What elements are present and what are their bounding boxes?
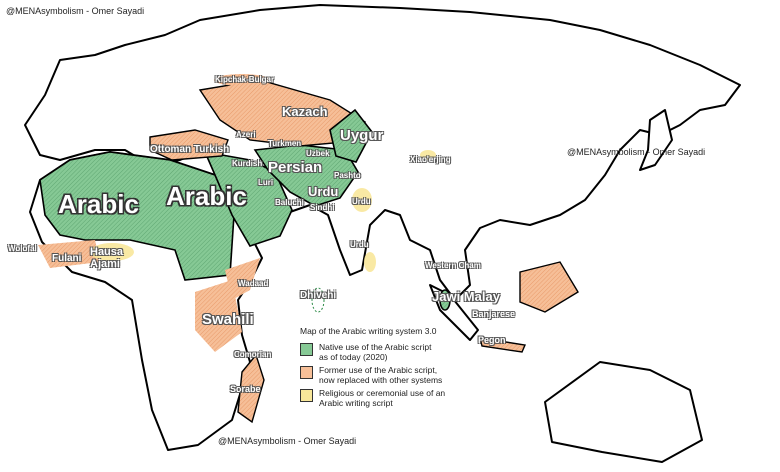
australia (544, 361, 703, 463)
region-kipchak (214, 74, 270, 86)
region-jawi (439, 289, 451, 311)
label-arabic-africa: Arabic (58, 189, 139, 219)
label-pegon: Pegon (478, 335, 506, 345)
label-dhivehi: Dhivehi (300, 290, 337, 301)
label-persian: Persian (268, 159, 323, 176)
label-fulani: Fulani (52, 253, 82, 264)
legend-swatch-green (300, 343, 313, 356)
region-hausa (90, 243, 134, 261)
region-persian (253, 144, 359, 207)
region-arabia (203, 150, 293, 247)
label-ottoman: Ottoman Turkish (150, 144, 230, 155)
region-swahili (195, 280, 242, 352)
region-fulani (38, 240, 100, 268)
watermark: @MENAsymbolism - Omer Sayadi (6, 6, 145, 16)
label-hausa: Hausa Ajami (90, 246, 124, 270)
label-sindhi: Sindhi (310, 203, 335, 212)
legend-label: Religious or ceremonial use of an (319, 388, 446, 398)
legend-swatch-yellow (300, 389, 313, 402)
legend-title: Map of the Arabic writing system 3.0 (300, 326, 437, 336)
region-urdu-india (352, 188, 372, 212)
label-kipchak: Kipchak-Bulgar (215, 75, 275, 84)
legend-swatch-orange (300, 366, 313, 379)
label-cham: Western Cham (425, 261, 481, 270)
borneo (519, 261, 579, 313)
label-urdu-india: Urdu (352, 197, 371, 206)
label-kurdish: Kurdish (232, 159, 263, 168)
label-swahili: Swahili (202, 311, 254, 328)
label-wadaad: Wadaad (238, 279, 269, 288)
label-urdu-south: Urdu (350, 240, 369, 249)
legend-label: as of today (2020) (319, 352, 388, 362)
region-xiaoerjing (420, 150, 436, 160)
label-baluchi: Baluchi (275, 198, 304, 207)
legend-label: Native use of the Arabic script (319, 342, 432, 352)
label-arabic-asia: Arabic (166, 181, 247, 211)
label-luri: Luri (258, 178, 274, 187)
label-comorian: Comorian (234, 350, 272, 359)
legend-label: Former use of the Arabic script, (319, 365, 438, 375)
region-uygur (329, 108, 373, 163)
label-kazach: Kazach (282, 104, 328, 119)
legend-label: now replaced with other systems (319, 375, 443, 385)
region-dhivehi (311, 287, 325, 313)
legend-item-former: Former use of the Arabic script, now repl… (300, 365, 480, 385)
label-turkmen: Turkmen (268, 139, 302, 148)
java (479, 337, 526, 353)
watermark: @MENAsymbolism - Omer Sayadi (567, 147, 706, 157)
legend: Map of the Arabic writing system 3.0 Nat… (300, 326, 480, 411)
label-uygur: Uygur (340, 127, 384, 144)
legend-item-ceremonial: Religious or ceremonial use of an Arabic … (300, 388, 480, 408)
madagascar (237, 353, 265, 424)
japan (639, 109, 673, 171)
label-banjarese: Banjarese (472, 309, 516, 319)
label-pashto: Pashto (334, 171, 361, 180)
label-xiaoerjing: Xiao'erjing (410, 155, 451, 164)
label-azeri: Azeri (236, 130, 256, 139)
legend-label: Arabic writing script (319, 398, 393, 408)
watermark: @MENAsymbolism - Omer Sayadi (218, 436, 357, 446)
region-arabic-africa (39, 151, 236, 281)
label-sorabe: Sorabe (230, 384, 261, 394)
label-wolofal: Wolofal (8, 244, 37, 253)
region-ottoman (149, 129, 229, 161)
region-wadaad (225, 258, 260, 300)
label-urdu: Urdu (308, 184, 339, 199)
label-uzbek: Uzbek (306, 149, 330, 158)
legend-item-native: Native use of the Arabic script as of tod… (300, 342, 480, 362)
label-jawi: Jawi Malay (432, 289, 500, 304)
region-urdu-south (364, 252, 376, 272)
